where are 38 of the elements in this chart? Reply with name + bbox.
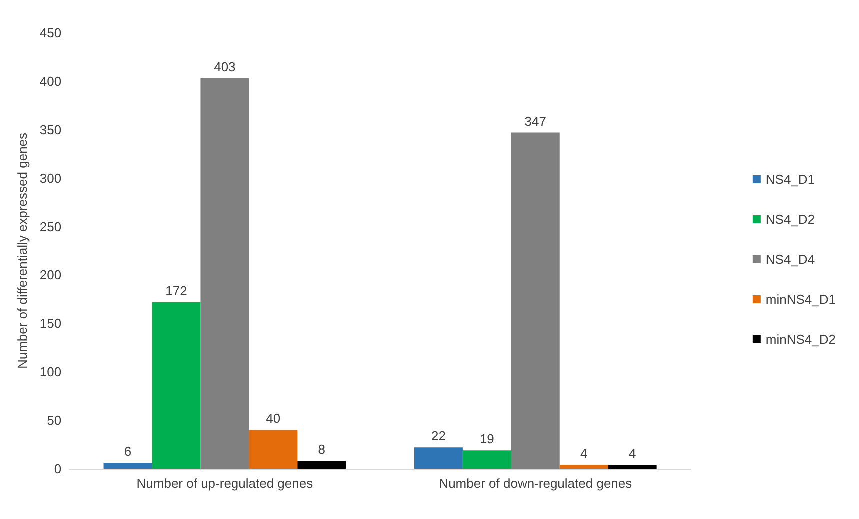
- data-label: 172: [166, 283, 188, 298]
- y-tick-label: 0: [54, 462, 62, 476]
- bar: [462, 450, 512, 469]
- legend-label: minNS4_D1: [766, 292, 836, 307]
- bar: [608, 465, 657, 469]
- bar: [152, 302, 201, 469]
- y-tick-label: 450: [40, 26, 62, 40]
- data-label: 6: [124, 444, 132, 460]
- legend-label: NS4_D1: [766, 172, 816, 187]
- data-label: 347: [524, 114, 546, 129]
- y-tick-label: 200: [40, 268, 62, 283]
- data-label: 8: [318, 442, 326, 458]
- data-label: 19: [480, 432, 494, 447]
- y-tick-label: 250: [40, 219, 62, 234]
- data-label: 4: [628, 446, 636, 462]
- y-tick-label: 50: [47, 413, 62, 428]
- bar: [414, 448, 463, 469]
- data-label: 40: [266, 411, 281, 426]
- y-tick-label: 100: [40, 364, 62, 380]
- bar: [298, 461, 346, 469]
- bar: [249, 430, 298, 469]
- y-tick-label: 350: [40, 122, 62, 138]
- bar: [104, 463, 152, 469]
- y-axis-title: Number of differentially expressed genes: [15, 132, 30, 370]
- legend-label: minNS4_D2: [766, 332, 836, 347]
- bar: [511, 132, 560, 469]
- bar: [560, 465, 608, 469]
- y-tick-label: 400: [40, 74, 62, 89]
- data-label: 22: [431, 428, 446, 444]
- x-tick-label: Number of up-regulated genes: [136, 476, 314, 491]
- data-label: 4: [580, 446, 588, 462]
- bar: [200, 78, 250, 469]
- y-tick-label: 300: [40, 170, 62, 186]
- x-tick-label: Number of down-regulated genes: [439, 476, 633, 491]
- legend-label: NS4_D2: [766, 212, 816, 227]
- y-tick-label: 150: [40, 316, 62, 332]
- data-label: 403: [214, 60, 236, 75]
- legend-label: NS4_D4: [766, 252, 816, 267]
